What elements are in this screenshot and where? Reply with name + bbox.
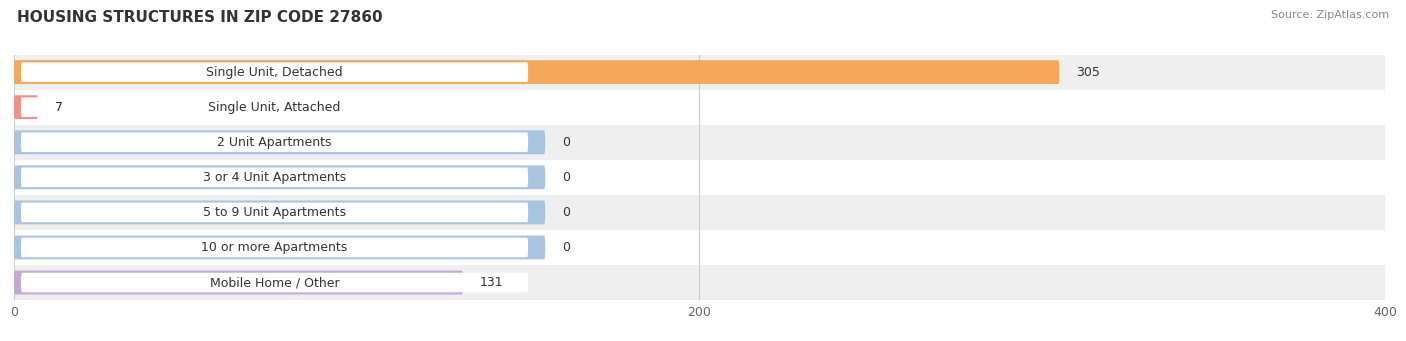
FancyBboxPatch shape xyxy=(14,55,1385,90)
FancyBboxPatch shape xyxy=(14,195,1385,230)
Text: 0: 0 xyxy=(562,136,571,149)
FancyBboxPatch shape xyxy=(14,271,463,295)
FancyBboxPatch shape xyxy=(14,95,38,119)
FancyBboxPatch shape xyxy=(21,238,529,257)
Text: 0: 0 xyxy=(562,206,571,219)
Text: Mobile Home / Other: Mobile Home / Other xyxy=(209,276,339,289)
Text: 7: 7 xyxy=(55,101,63,114)
Text: 131: 131 xyxy=(481,276,503,289)
FancyBboxPatch shape xyxy=(14,60,1059,84)
FancyBboxPatch shape xyxy=(21,97,529,117)
FancyBboxPatch shape xyxy=(14,265,1385,300)
Text: 0: 0 xyxy=(562,171,571,184)
FancyBboxPatch shape xyxy=(21,273,529,292)
Text: 3 or 4 Unit Apartments: 3 or 4 Unit Apartments xyxy=(202,171,346,184)
FancyBboxPatch shape xyxy=(14,130,546,154)
FancyBboxPatch shape xyxy=(14,160,1385,195)
Text: Single Unit, Attached: Single Unit, Attached xyxy=(208,101,340,114)
FancyBboxPatch shape xyxy=(21,132,529,152)
FancyBboxPatch shape xyxy=(21,167,529,187)
Text: Single Unit, Detached: Single Unit, Detached xyxy=(207,65,343,78)
FancyBboxPatch shape xyxy=(14,125,1385,160)
Text: 10 or more Apartments: 10 or more Apartments xyxy=(201,241,347,254)
Text: 2 Unit Apartments: 2 Unit Apartments xyxy=(218,136,332,149)
Text: 5 to 9 Unit Apartments: 5 to 9 Unit Apartments xyxy=(202,206,346,219)
FancyBboxPatch shape xyxy=(14,236,546,260)
FancyBboxPatch shape xyxy=(21,203,529,222)
Text: 305: 305 xyxy=(1077,65,1101,78)
Text: 0: 0 xyxy=(562,241,571,254)
FancyBboxPatch shape xyxy=(21,62,529,82)
Text: HOUSING STRUCTURES IN ZIP CODE 27860: HOUSING STRUCTURES IN ZIP CODE 27860 xyxy=(17,10,382,25)
FancyBboxPatch shape xyxy=(14,90,1385,125)
FancyBboxPatch shape xyxy=(14,165,546,189)
FancyBboxPatch shape xyxy=(14,230,1385,265)
Text: Source: ZipAtlas.com: Source: ZipAtlas.com xyxy=(1271,10,1389,20)
FancyBboxPatch shape xyxy=(14,201,546,224)
